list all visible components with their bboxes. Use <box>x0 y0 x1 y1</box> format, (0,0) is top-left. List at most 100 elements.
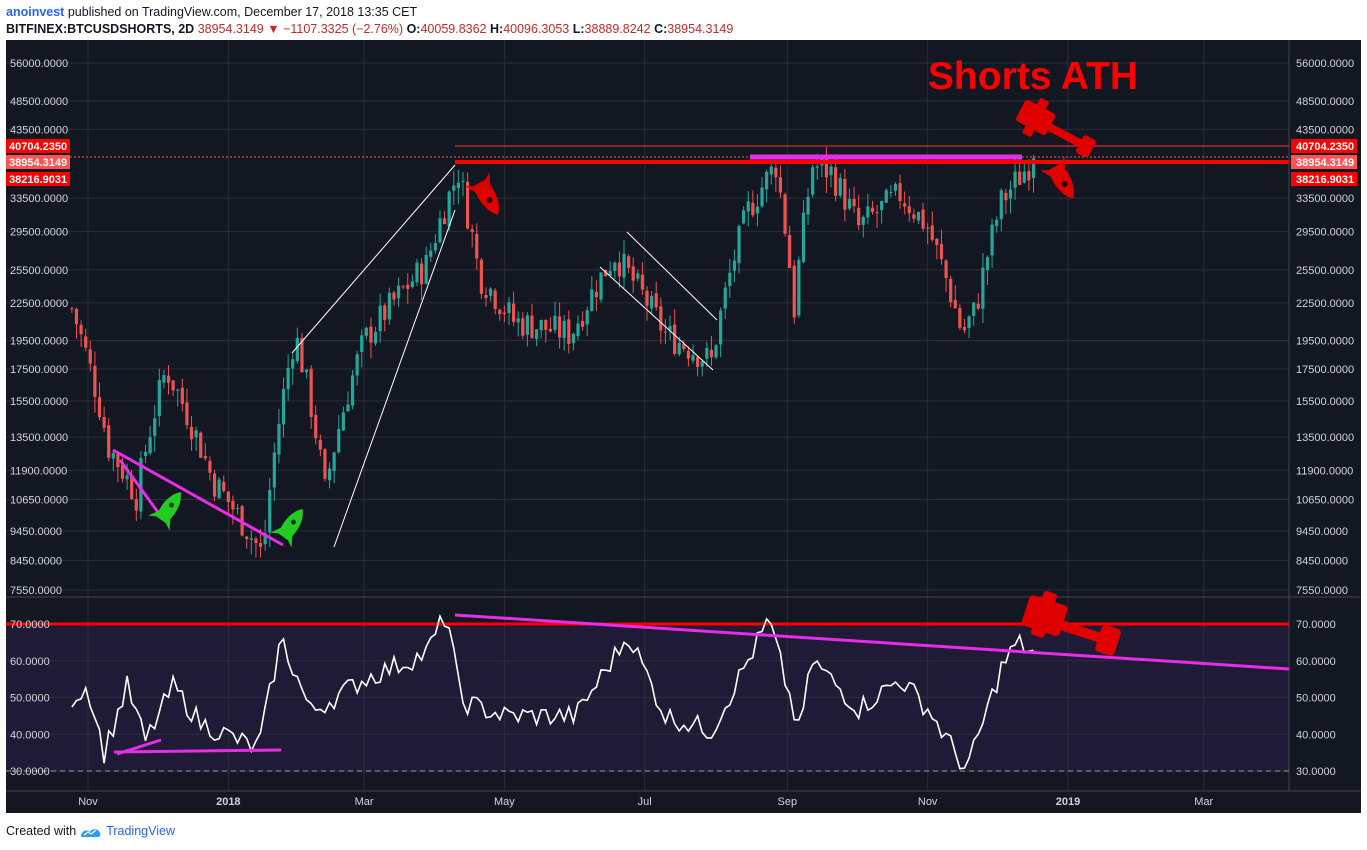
badge-right-low <box>1291 172 1357 186</box>
candle-body <box>916 211 921 221</box>
candle-body <box>318 439 322 450</box>
price-tick-label-left: 48500.0000 <box>10 96 68 108</box>
rsi-trendlines <box>113 613 1290 756</box>
rsi-tick-label-left: 60.0000 <box>10 656 50 668</box>
candle-body <box>180 387 184 404</box>
candle-body <box>576 323 580 337</box>
high-label: H: <box>490 22 504 36</box>
candle-body <box>958 308 962 328</box>
candle-body <box>719 310 723 345</box>
price-axis-right[interactable]: 56000.0000 48500.0000 43500.0000 33500.0000… <box>1296 58 1354 597</box>
candle-body <box>484 295 488 299</box>
candle-body <box>797 259 801 316</box>
gavel-icon <box>1016 98 1096 158</box>
candle-body <box>194 430 198 438</box>
magenta-trendline <box>118 459 162 516</box>
candle-body <box>360 335 364 352</box>
candle-body <box>346 404 350 412</box>
price-tick-label-left: 15500.0000 <box>10 396 68 408</box>
high-value: 40096.3053 <box>503 22 570 36</box>
price-tick-label-left: 43500.0000 <box>10 124 68 136</box>
time-tick-label: 2018 <box>216 796 240 808</box>
candle-body <box>199 432 203 458</box>
symbol-name[interactable]: BITFINEX:BTCUSDSHORTS, 2D <box>6 22 195 36</box>
candle-body <box>295 338 299 362</box>
candle-body <box>562 320 566 338</box>
candle-body <box>438 218 442 243</box>
candle-body <box>337 428 341 453</box>
candle-body <box>88 349 92 364</box>
candle-body <box>732 260 737 271</box>
candle-body <box>981 267 985 309</box>
candle-body <box>139 457 143 512</box>
candle-body <box>571 333 575 344</box>
candle-body <box>452 185 456 191</box>
price-tick-label-left: 25500.0000 <box>10 265 68 277</box>
candle-body <box>627 256 631 268</box>
published-text: published on TradingView.com, December 1… <box>64 5 418 19</box>
price-tick-label: 48500.0000 <box>1296 96 1354 108</box>
candle-body <box>185 402 189 426</box>
candle-body <box>364 327 368 336</box>
price-tick-label-left: 19500.0000 <box>10 335 68 347</box>
candle-body <box>636 273 640 279</box>
price-tick-label: 29500.0000 <box>1296 227 1354 239</box>
low-value: 38889.8242 <box>584 22 651 36</box>
price-tick-label: 8450.0000 <box>1296 555 1348 567</box>
candle-body <box>815 166 819 168</box>
price-tick-label: 7550.0000 <box>1296 585 1348 597</box>
rsi-tick-label-left: 70.0000 <box>10 619 50 631</box>
candle-body <box>530 315 534 338</box>
time-tick-label: May <box>494 796 515 808</box>
candle-body <box>976 303 980 309</box>
tradingview-link[interactable]: TradingView <box>106 824 175 838</box>
candle-body <box>1022 171 1026 183</box>
price-tick-label-left: 56000.0000 <box>10 58 68 70</box>
candle-body <box>1027 171 1031 181</box>
grid-lines <box>6 40 1289 791</box>
candle-body <box>410 281 414 288</box>
candle-body <box>893 183 898 191</box>
candle-body <box>686 350 691 359</box>
chart-canvas[interactable]: Shorts ATH 56000.0000 48500.0000 43500.000… <box>0 40 1367 814</box>
candle-body <box>866 206 870 218</box>
candle-body <box>604 269 608 277</box>
candle-body <box>861 216 865 225</box>
candle-body <box>263 533 267 545</box>
price-tick-label-left: 22500.0000 <box>10 298 68 310</box>
candle-body <box>419 263 424 285</box>
candle-body <box>387 292 391 320</box>
candle-body <box>995 219 999 226</box>
candle-body <box>898 183 902 201</box>
price-tick-label-left: 13500.0000 <box>10 432 68 444</box>
gavel-icon <box>1021 591 1121 656</box>
time-axis[interactable]: Nov 2018 Mar May Jul Sep Nov 2019 Mar <box>78 796 1213 808</box>
candle-body <box>235 508 240 510</box>
rsi-tick-label-left: 50.0000 <box>10 693 50 705</box>
candle-body <box>111 453 115 459</box>
candle-body <box>461 180 465 182</box>
price-tick-label-left: 7550.0000 <box>10 585 62 597</box>
price-tick-label: 11900.0000 <box>1296 465 1353 477</box>
time-tick-label: Mar <box>355 796 374 808</box>
price-tick-label: 15500.0000 <box>1296 396 1354 408</box>
channel-line <box>333 209 456 548</box>
candle-body <box>300 337 304 373</box>
candle-body <box>249 538 253 540</box>
candle-body <box>742 210 746 224</box>
candle-body <box>166 375 171 383</box>
badge-right-last-text: 38954.3149 <box>1296 157 1354 169</box>
candle-body <box>153 418 157 436</box>
candle-body <box>972 302 976 316</box>
candle-body <box>465 181 470 229</box>
candle-body <box>143 451 148 457</box>
candle-body <box>760 187 764 207</box>
author-link[interactable]: anoinvest <box>6 5 65 19</box>
open-label: O: <box>406 22 421 36</box>
rsi-axis-right[interactable]: 70.0000 60.0000 50.0000 40.0000 30.0000 <box>1296 619 1336 778</box>
candle-body <box>1004 192 1008 201</box>
price-tick-label: 17500.0000 <box>1296 364 1354 376</box>
candle-body <box>631 266 635 281</box>
candle-body <box>327 468 332 481</box>
candle-body <box>599 272 603 300</box>
